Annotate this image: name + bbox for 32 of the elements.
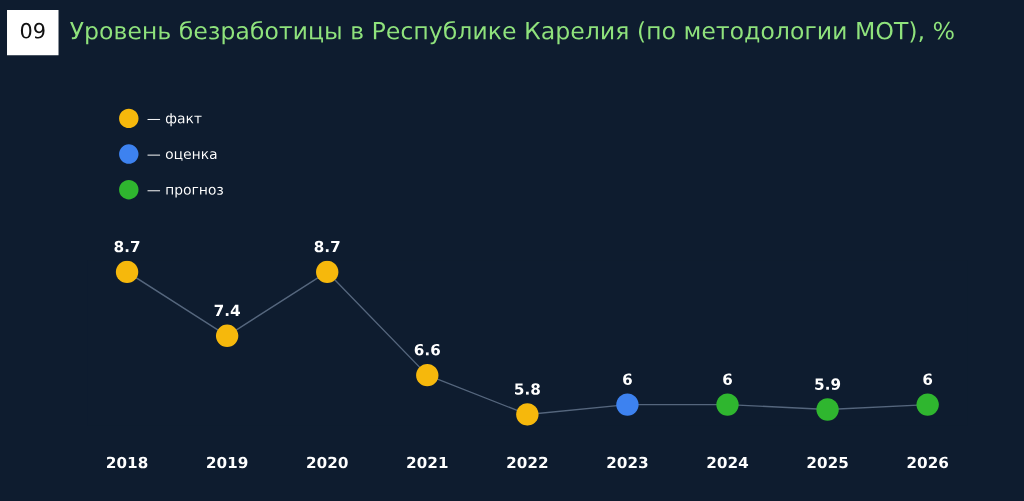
x-tick-label: 2018 [107, 456, 148, 469]
point [115, 260, 139, 284]
point [616, 393, 639, 416]
x-tick-label: 2023 [607, 456, 648, 469]
legend-label: — факт [147, 113, 202, 127]
data-label: 7.4 [214, 304, 240, 316]
data-label: 8.7 [114, 240, 140, 253]
point [716, 393, 739, 416]
legend-label: — оценка [147, 151, 217, 161]
x-tick-label: 2026 [907, 456, 949, 469]
x-tick-label: 2021 [407, 456, 448, 469]
data-label: 6 [723, 373, 732, 385]
legend-label: — прогноз [147, 186, 223, 198]
point [416, 363, 439, 387]
data-label: 5.9 [815, 378, 841, 390]
point [916, 393, 939, 416]
point [516, 403, 539, 426]
point [215, 324, 239, 348]
data-label: 6 [923, 373, 933, 385]
x-tick-label: 2024 [707, 456, 749, 469]
chart-title: Уровень безработицы в Республике Карелия (по методологии МОТ), % [70, 20, 954, 45]
point [816, 398, 839, 421]
data-label: 6 [623, 373, 632, 385]
x-tick-label: 2025 [807, 456, 848, 469]
data-label: 8.7 [314, 240, 340, 253]
x-tick-label: 2020 [307, 456, 348, 469]
x-tick-label: 2022 [507, 456, 548, 469]
x-tick-label: 2019 [207, 456, 248, 469]
point [316, 260, 339, 284]
text: 09 [20, 22, 45, 39]
data-label: 5.8 [515, 383, 540, 395]
data-label: 6.6 [414, 343, 440, 356]
